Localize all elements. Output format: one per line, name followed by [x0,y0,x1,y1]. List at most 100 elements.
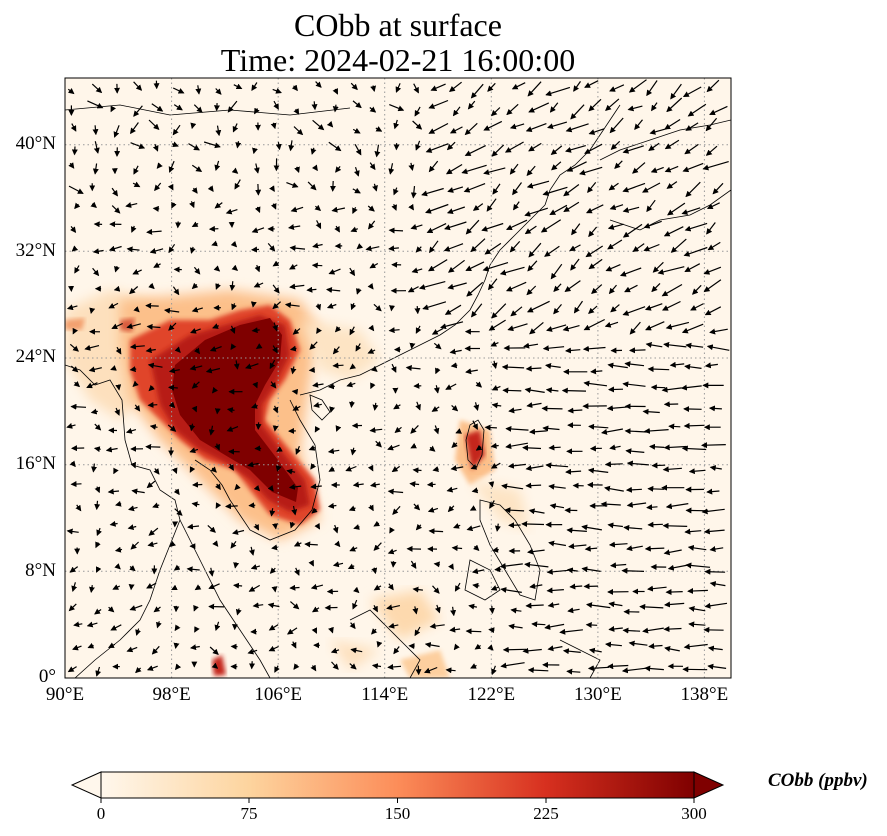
wind-arrow [369,106,377,113]
wind-arrow [609,117,624,134]
y-tick-label: 32°N [15,240,56,261]
wind-arrow [313,401,322,408]
wind-arrow [708,405,722,412]
colorbar-label: CObb (ppbv) [768,770,868,791]
wind-arrow [540,219,562,233]
wind-arrow [487,82,496,92]
wind-arrow [505,219,528,231]
wind-arrow [688,605,706,612]
wind-arrow [412,120,423,130]
wind-arrow [687,103,707,117]
wind-arrow [70,481,82,488]
wind-arrow [69,343,79,352]
wind-arrow [251,82,258,92]
wind-arrow [670,238,687,253]
wind-arrow [275,465,282,472]
wind-arrow [335,425,342,432]
wind-arrow [526,300,550,313]
wind-arrow [449,348,462,355]
wind-arrow [389,104,405,112]
wind-arrow [230,240,238,248]
wind-arrow [567,607,580,614]
wind-arrow [703,279,722,293]
wind-arrow [367,282,374,290]
wind-arrow [289,283,305,290]
wind-arrow [559,628,583,635]
wind-arrow [234,483,241,491]
wind-arrow [113,285,121,292]
wind-arrow [87,642,95,649]
wind-arrow [588,226,598,238]
wind-arrow [255,183,262,196]
wind-arrow [352,206,358,215]
wind-arrow [453,523,461,529]
wind-arrow [174,624,181,632]
wind-arrow [368,504,374,512]
wind-arrow [703,266,722,275]
wind-arrow [372,183,378,192]
wind-arrow [415,140,421,151]
wind-arrow [367,348,376,354]
wind-arrow [195,85,202,95]
wind-arrow [291,84,298,92]
wind-arrow [315,220,322,230]
wind-arrow [528,102,550,113]
wind-arrow [369,427,383,434]
wind-arrow [288,483,302,490]
wind-arrow [626,545,643,552]
wind-arrow [172,286,180,296]
wind-arrow [271,544,278,551]
wind-arrow [105,446,118,453]
wind-arrow [329,180,336,192]
wind-arrow [706,79,720,93]
wind-arrow [92,163,99,175]
wind-arrow [289,345,297,352]
wind-arrow [154,182,162,192]
wind-arrow [529,583,543,590]
wind-arrow [573,81,581,92]
wind-arrow [662,522,688,529]
wind-arrow [499,563,523,569]
wind-arrow [662,300,681,311]
wind-arrow [579,166,603,176]
map-frame [64,77,732,679]
wind-arrow [209,346,222,352]
wind-arrow [67,88,75,95]
wind-arrow [233,83,243,90]
wind-arrow [107,606,115,613]
wind-arrow [600,501,621,508]
wind-arrow [510,607,522,614]
wind-arrow [624,361,645,368]
wind-arrow [311,262,323,269]
wind-arrow [684,363,702,370]
wind-arrow [111,205,121,214]
wind-arrow [546,568,569,575]
wind-arrow [410,224,423,230]
wind-arrow [639,603,664,610]
wind-arrow [189,447,199,454]
wind-arrow [332,561,344,568]
wind-arrow [566,567,578,574]
wind-arrow [349,663,357,670]
wind-arrow [524,225,537,235]
wind-arrow [71,245,79,252]
wind-arrow [548,540,566,547]
wind-arrow [609,444,621,451]
wind-arrow [152,143,159,152]
wind-arrow [422,301,447,311]
wind-arrow [471,568,485,575]
wind-arrow [332,87,339,95]
wind-arrow [307,181,317,191]
wind-arrow [128,505,138,512]
wind-arrow [464,145,486,156]
wind-arrow [215,502,222,509]
wind-arrow [326,120,334,128]
wind-arrow [167,424,177,432]
wind-arrow [448,563,454,571]
wind-arrow [332,346,340,355]
wind-arrow [425,143,449,153]
wind-arrow [290,206,304,213]
wind-arrow [289,584,300,591]
wind-arrow [684,263,701,273]
wind-arrow [93,141,100,154]
